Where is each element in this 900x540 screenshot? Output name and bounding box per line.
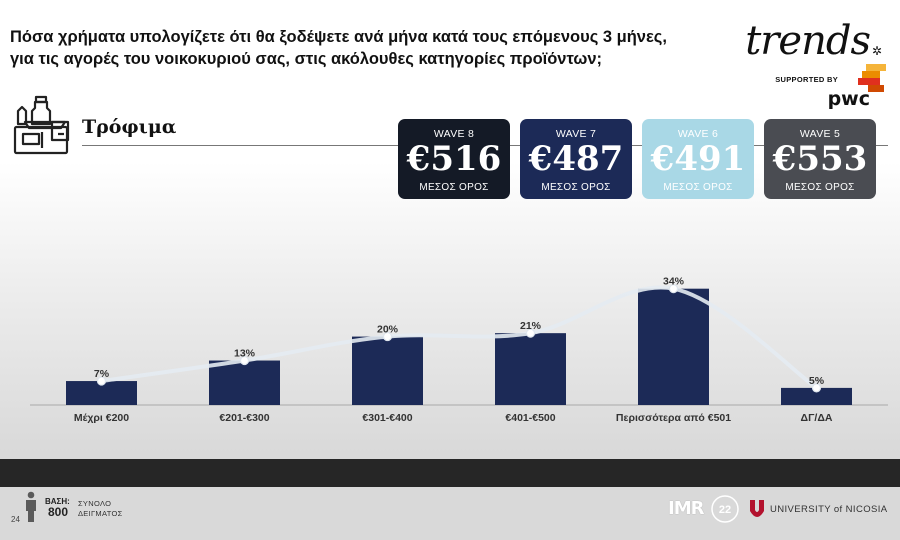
wave-label: WAVE 8 <box>433 128 475 140</box>
wave-card-7: WAVE 7 €487 ΜΕΣΟΣ ΟΡΟΣ <box>520 119 632 199</box>
base-desc-line-2: ΔΕΙΓΜΑΤΟΣ <box>78 508 123 518</box>
imr-logo: IMR <box>668 498 704 519</box>
spending-bar-chart: 7% 13% 20% 21% 34% 5% Μέχρι €200 €201-€300 €301-… <box>30 276 888 424</box>
wave-sublabel: ΜΕΣΟΣ ΟΡΟΣ <box>541 182 611 193</box>
category-label: €201-€300 <box>219 412 269 424</box>
trend-point <box>239 355 250 366</box>
trends-pwc-logo: trends ✲ SUPPORTED BY pwc <box>745 18 886 110</box>
data-label: 34% <box>663 276 685 288</box>
supported-by-label: SUPPORTED BY <box>775 75 838 84</box>
university-name: UNIVERSITY of NICOSIA <box>770 504 888 515</box>
footer-bar <box>0 459 900 487</box>
bar <box>352 336 423 405</box>
person-icon <box>26 491 36 522</box>
data-label: 5% <box>809 375 825 387</box>
wave-label: WAVE 6 <box>677 128 719 140</box>
trend-point <box>96 376 107 386</box>
wave-sublabel: ΜΕΣΟΣ ΟΡΟΣ <box>785 182 855 193</box>
wave-card-5: WAVE 5 €553 ΜΕΣΟΣ ΟΡΟΣ <box>764 119 876 199</box>
wave-sublabel: ΜΕΣΟΣ ΟΡΟΣ <box>663 182 733 193</box>
question-line-1: Πόσα χρήματα υπολογίζετε ότι θα ξοδέψετε… <box>10 28 667 46</box>
category-label: €301-€400 <box>362 412 412 424</box>
pwc-blocks-icon <box>858 64 886 92</box>
trend-point <box>382 331 393 342</box>
base-label: ΒΑΣΗ: <box>45 497 70 506</box>
trend-point <box>525 328 536 338</box>
page-number: 24 <box>11 515 20 524</box>
base-value: 800 <box>47 505 68 519</box>
wave-value: €516 <box>406 139 502 179</box>
survey-question: Πόσα χρήματα υπολογίζετε ότι θα ξοδέψετε… <box>10 26 710 70</box>
wave-card-6: WAVE 6 €491 ΜΕΣΟΣ ΟΡΟΣ <box>642 119 754 199</box>
wave-value: €491 <box>650 139 746 179</box>
anniversary-badge-icon: 22 <box>711 495 739 523</box>
data-label: 20% <box>377 324 399 336</box>
category-label: Μέχρι €200 <box>74 412 129 424</box>
wave-label: WAVE 7 <box>555 128 597 140</box>
data-label: 7% <box>94 368 110 380</box>
trend-point <box>811 383 822 393</box>
wave-sublabel: ΜΕΣΟΣ ΟΡΟΣ <box>419 182 489 193</box>
question-line-2: για τις αγορές του νοικοκυριού σας, στις… <box>10 50 603 68</box>
category-title: Τρόφιμα <box>82 116 177 138</box>
bar <box>495 333 566 405</box>
groceries-icon <box>13 95 70 155</box>
trends-logo-text: trends <box>745 18 871 64</box>
bar <box>66 381 137 405</box>
trend-line <box>99 285 819 390</box>
trends-mark-icon: ✲ <box>871 44 882 58</box>
wave-averages: WAVE 8 €516 ΜΕΣΟΣ ΟΡΟΣ WAVE 7 €487 ΜΕΣΟΣ… <box>398 119 878 199</box>
wave-card-8: WAVE 8 €516 ΜΕΣΟΣ ΟΡΟΣ <box>398 119 510 199</box>
category-label: Περισσότερα από €501 <box>616 412 731 424</box>
wave-value: €487 <box>528 139 624 179</box>
category-label: €401-€500 <box>505 412 555 424</box>
trend-point <box>668 284 679 294</box>
partner-logos: IMR 22 UNIVERSITY of NICOSIA <box>668 494 888 524</box>
bar <box>638 288 709 405</box>
data-label: 21% <box>520 320 542 332</box>
wave-value: €553 <box>772 139 868 179</box>
university-shield-icon <box>750 500 764 517</box>
wave-label: WAVE 5 <box>799 128 841 140</box>
pwc-logo-text: pwc <box>827 88 870 110</box>
category-label: ΔΓ/ΔΑ <box>801 412 833 424</box>
base-description: ΣΥΝΟΛΟ ΔΕΙΓΜΑΤΟΣ <box>78 499 138 518</box>
bar <box>209 360 280 405</box>
anniversary-badge-text: 22 <box>719 504 731 516</box>
base-desc-line-1: ΣΥΝΟΛΟ <box>78 499 112 508</box>
bar <box>781 387 852 405</box>
data-label: 13% <box>234 348 256 360</box>
